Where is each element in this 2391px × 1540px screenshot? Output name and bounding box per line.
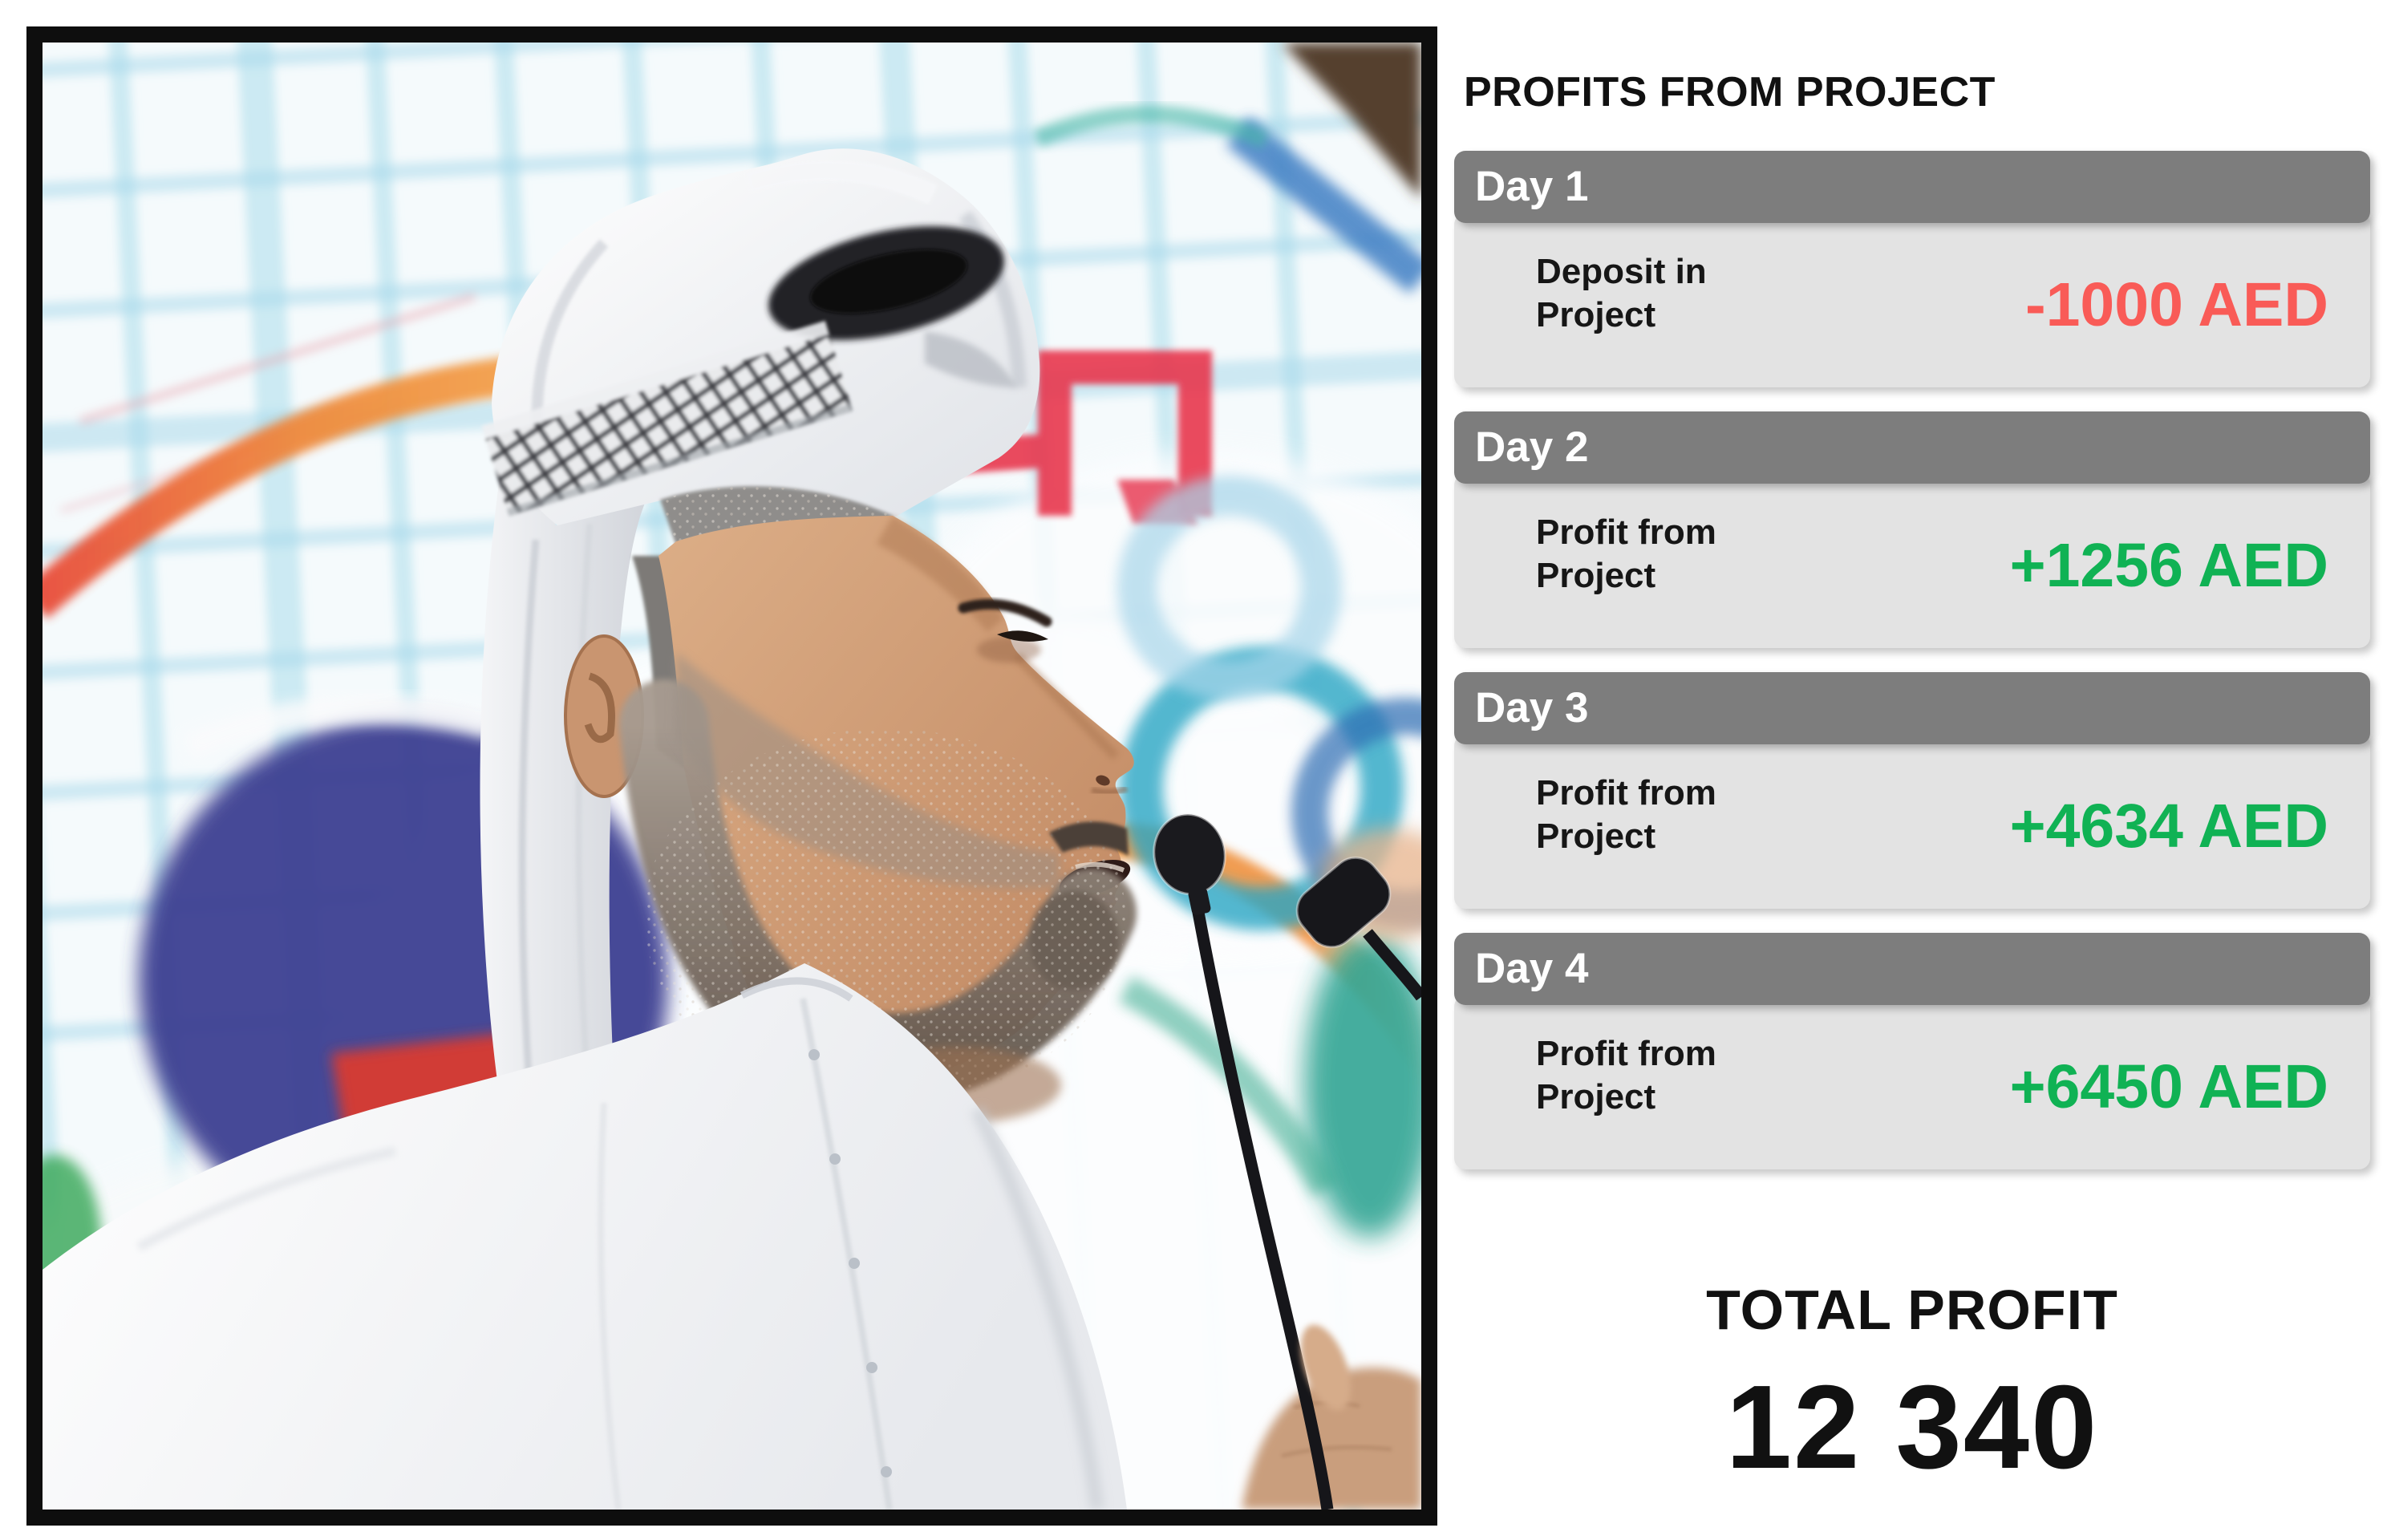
day-card-label: Profit from Project xyxy=(1536,513,1716,595)
day-card-header: Day 2 xyxy=(1454,411,2370,484)
total-profit-value: 12 340 xyxy=(1725,1361,2099,1493)
total-profit-block: TOTAL PROFIT 12 340 xyxy=(1454,1278,2370,1496)
day-card-label: Profit from Project xyxy=(1536,1034,1716,1116)
day-card-value: -1000 AED xyxy=(2024,270,2328,339)
day-card-header: Day 4 xyxy=(1454,933,2370,1005)
day-card: Day 2 Profit from Project +1256 AED xyxy=(1454,411,2370,648)
day-card: Day 1 Deposit in Project -1000 AED xyxy=(1454,151,2370,387)
day-card: Day 4 Profit from Project +6450 AED xyxy=(1454,933,2370,1169)
day-card-body: Profit from Project +1256 AED xyxy=(1454,474,2370,648)
panel-title: PROFITS FROM PROJECT xyxy=(1464,69,1996,116)
day-card-body: Profit from Project +4634 AED xyxy=(1454,735,2370,909)
day-card: Day 3 Profit from Project +4634 AED xyxy=(1454,672,2370,909)
day-card-value: +4634 AED xyxy=(2009,791,2328,861)
speaker-photo-graphic xyxy=(43,43,1421,1510)
day-card-header: Day 3 xyxy=(1454,672,2370,744)
day-card-body: Profit from Project +6450 AED xyxy=(1454,995,2370,1169)
speaker-figure xyxy=(43,148,1137,1510)
day-card-value: +1256 AED xyxy=(2009,530,2328,600)
profit-cards: Day 1 Deposit in Project -1000 AED Day 2… xyxy=(1454,151,2370,1194)
day-card-label: Profit from Project xyxy=(1536,773,1716,856)
day-card-body: Deposit in Project -1000 AED xyxy=(1454,213,2370,387)
day-card-header: Day 1 xyxy=(1454,151,2370,223)
kandura-buttons xyxy=(808,1049,892,1477)
speaker-photo xyxy=(26,26,1437,1526)
microphones xyxy=(1153,813,1421,1510)
day-card-label: Deposit in Project xyxy=(1536,252,1707,334)
total-profit-label: TOTAL PROFIT xyxy=(1706,1279,2118,1341)
day-card-value: +6450 AED xyxy=(2009,1052,2328,1121)
